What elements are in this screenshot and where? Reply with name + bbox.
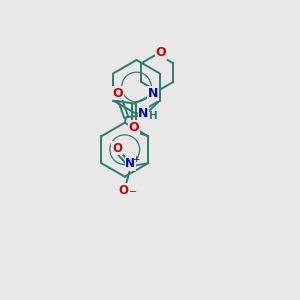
Text: N: N — [138, 107, 148, 120]
Text: O: O — [119, 184, 129, 197]
Text: H: H — [149, 111, 158, 122]
Text: O: O — [113, 87, 124, 100]
Text: N: N — [148, 87, 158, 100]
Text: O: O — [155, 46, 166, 59]
Text: −: − — [129, 187, 137, 197]
Text: O: O — [129, 121, 140, 134]
Text: O: O — [112, 142, 122, 155]
Text: +: + — [132, 155, 140, 164]
Text: N: N — [125, 157, 135, 170]
